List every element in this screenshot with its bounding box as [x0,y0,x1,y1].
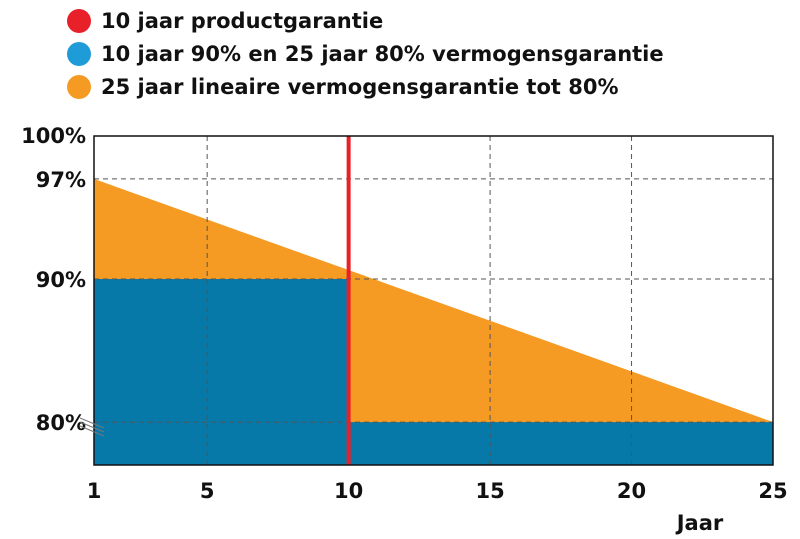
axis-break-mark [79,425,105,437]
x-tick-label: 15 [475,479,504,503]
y-tick-label: 100% [21,124,86,148]
legend: 10 jaar productgarantie 10 jaar 90% en 25… [67,9,664,99]
y-tick-label: 97% [36,168,86,192]
x-tick-label: 1 [87,479,102,503]
legend-label: 10 jaar productgarantie [101,9,383,33]
x-tick-label: 25 [758,479,787,503]
step-guarantee-area [94,279,773,465]
y-tick-label: 90% [36,268,86,292]
legend-label: 25 jaar lineaire vermogensgarantie tot 8… [101,75,618,99]
legend-marker [67,75,91,99]
plot-frame [93,135,774,466]
axis-break-mark [79,421,105,433]
axis-break-mark [79,417,105,429]
x-tick-label: 10 [334,479,363,503]
x-tick-label: 20 [617,479,646,503]
x-axis-label: Jaar [675,511,724,535]
plot-area [94,136,773,466]
legend-label: 10 jaar 90% en 25 jaar 80% vermogensgara… [101,42,664,66]
legend-marker [67,9,91,33]
x-tick-label: 5 [200,479,215,503]
legend-marker [67,42,91,66]
y-tick-label: 80% [36,411,86,435]
